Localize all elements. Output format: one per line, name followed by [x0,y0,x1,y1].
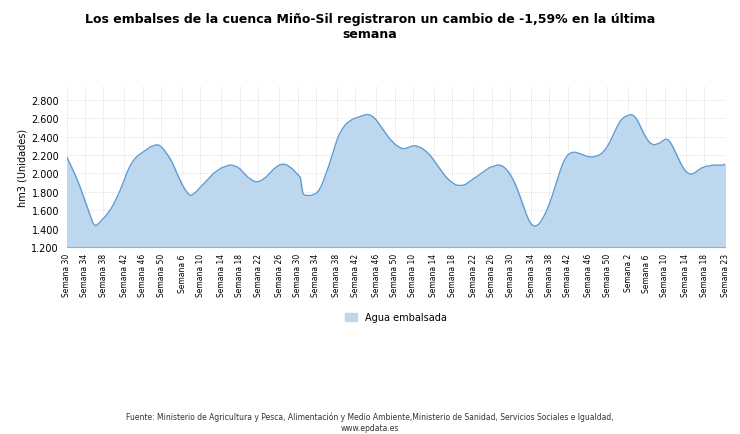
Legend: Agua embalsada: Agua embalsada [341,308,451,326]
Text: Los embalses de la cuenca Miño-Sil registraron un cambio de -1,59% en la última
: Los embalses de la cuenca Miño-Sil regis… [85,13,655,41]
Y-axis label: hm3 (Unidades): hm3 (Unidades) [17,128,27,206]
Text: Fuente: Ministerio de Agricultura y Pesca, Alimentación y Medio Ambiente,Ministe: Fuente: Ministerio de Agricultura y Pesc… [127,412,613,432]
